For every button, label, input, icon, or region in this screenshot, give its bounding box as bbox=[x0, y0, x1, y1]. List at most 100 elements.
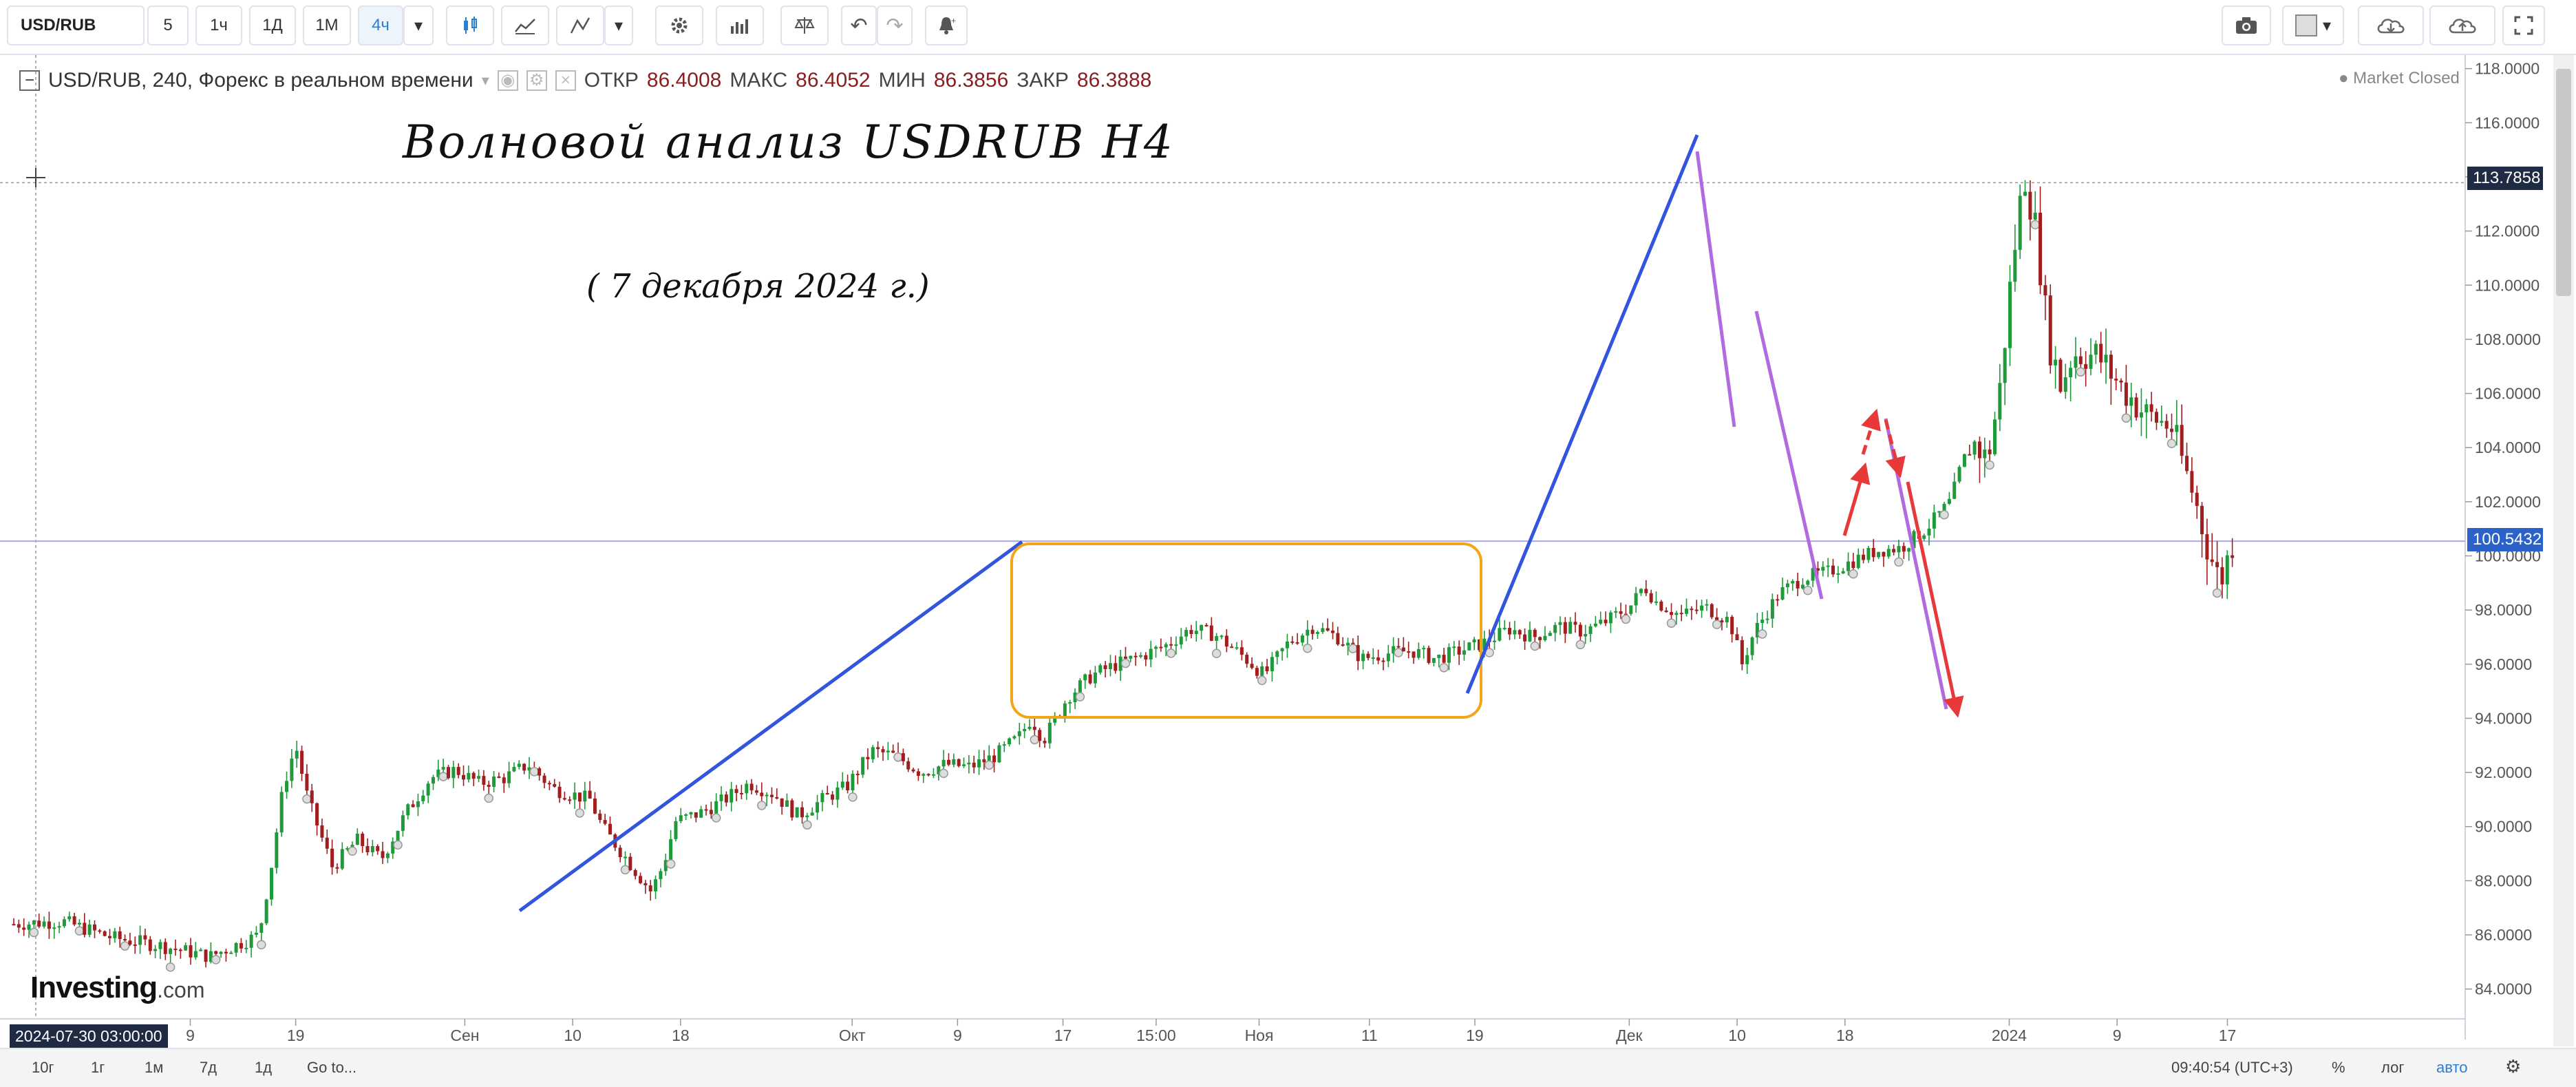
y-tick-label: 98.0000 bbox=[2475, 601, 2532, 619]
candle-body bbox=[1260, 666, 1264, 676]
x-tick-label: 2024 bbox=[1992, 1026, 2027, 1044]
close-small-icon[interactable]: × bbox=[555, 70, 576, 91]
percent-toggle[interactable]: % bbox=[2332, 1059, 2345, 1076]
x-tick-label: 9 bbox=[953, 1026, 962, 1044]
candle-body bbox=[659, 871, 663, 880]
settings-small-icon[interactable]: ⚙ bbox=[526, 70, 547, 91]
candle-body bbox=[249, 934, 253, 948]
range-7d[interactable]: 7д bbox=[200, 1059, 217, 1076]
candle-body bbox=[2104, 355, 2108, 363]
vertical-scrollbar[interactable] bbox=[2553, 55, 2574, 1046]
settings-button[interactable] bbox=[655, 6, 703, 45]
candle-body bbox=[2043, 285, 2047, 296]
candle-body bbox=[1073, 692, 1077, 703]
range-10y[interactable]: 10г bbox=[32, 1059, 54, 1076]
candle-body bbox=[2074, 356, 2078, 368]
candle-body bbox=[2185, 456, 2189, 472]
candle-body bbox=[1250, 664, 1254, 668]
scrollbar-thumb[interactable] bbox=[2556, 69, 2571, 296]
interval-1h[interactable]: 1ч bbox=[195, 6, 242, 45]
auto-toggle[interactable]: авто bbox=[2436, 1059, 2468, 1076]
candle-body bbox=[2169, 428, 2173, 432]
candle-body bbox=[2084, 363, 2088, 369]
cloud-download-button[interactable] bbox=[2358, 6, 2424, 45]
candle-body bbox=[795, 807, 799, 818]
candle-body bbox=[527, 767, 531, 771]
color-picker-button[interactable]: ▾ bbox=[2282, 6, 2344, 45]
event-marker bbox=[393, 840, 403, 850]
range-1m[interactable]: 1м bbox=[145, 1059, 164, 1076]
crosshair-icon bbox=[26, 168, 45, 187]
candle-body bbox=[1755, 622, 1759, 637]
candle-body bbox=[2039, 212, 2043, 286]
candle-body bbox=[553, 783, 557, 787]
candle-body bbox=[1230, 646, 1234, 648]
event-marker bbox=[120, 941, 130, 951]
candle-body bbox=[1644, 589, 1648, 593]
candle-body bbox=[310, 790, 314, 803]
candle-body bbox=[1108, 663, 1112, 669]
candle-body bbox=[987, 755, 991, 763]
candle-body bbox=[1502, 628, 1507, 630]
log-toggle[interactable]: лог bbox=[2381, 1059, 2405, 1076]
candle-body bbox=[1316, 632, 1320, 634]
range-1d[interactable]: 1д bbox=[255, 1059, 273, 1076]
candle-body bbox=[224, 951, 228, 953]
alert-button[interactable]: + bbox=[925, 6, 968, 45]
candle-body bbox=[37, 920, 41, 927]
candle-body bbox=[1685, 609, 1689, 614]
candle-body bbox=[643, 883, 648, 886]
candle-body bbox=[855, 774, 860, 776]
fullscreen-button[interactable] bbox=[2502, 6, 2545, 45]
candles-button[interactable] bbox=[446, 6, 494, 45]
screenshot-button[interactable] bbox=[2222, 6, 2271, 45]
open-value: 86.4008 bbox=[646, 69, 722, 92]
candle-body bbox=[957, 759, 961, 766]
gear-icon[interactable]: ⚙ bbox=[2505, 1056, 2522, 1077]
candle-body bbox=[219, 951, 223, 954]
candle-body bbox=[1017, 731, 1021, 737]
y-tick-label: 96.0000 bbox=[2475, 655, 2532, 673]
interval-dropdown[interactable]: ▾ bbox=[403, 6, 434, 45]
candle-body bbox=[1280, 648, 1284, 652]
area-chart-button[interactable] bbox=[501, 6, 549, 45]
indicators-button[interactable] bbox=[556, 6, 604, 45]
candle-body bbox=[825, 793, 829, 795]
candle-body bbox=[1957, 467, 1961, 482]
event-marker bbox=[1120, 658, 1131, 668]
y-tick-label: 94.0000 bbox=[2475, 709, 2532, 727]
cloud-upload-button[interactable] bbox=[2429, 6, 2495, 45]
interval-5[interactable]: 5 bbox=[147, 6, 189, 45]
candle-body bbox=[1437, 655, 1441, 658]
candle-body bbox=[350, 845, 354, 849]
candle-body bbox=[32, 920, 36, 925]
candle-body bbox=[835, 787, 840, 800]
undo-button[interactable]: ↶ bbox=[841, 6, 877, 45]
eye-icon[interactable]: ◉ bbox=[497, 70, 518, 91]
range-1y[interactable]: 1г bbox=[91, 1059, 105, 1076]
event-marker bbox=[984, 760, 994, 770]
high-value: 86.4052 bbox=[796, 69, 871, 92]
collapse-legend-icon[interactable]: − bbox=[19, 70, 40, 91]
x-tick-label: 17 bbox=[1054, 1026, 1072, 1044]
interval-4h[interactable]: 4ч bbox=[358, 6, 403, 45]
legend-dropdown-icon[interactable]: ▾ bbox=[481, 72, 489, 89]
y-tick-label: 116.0000 bbox=[2475, 114, 2540, 131]
interval-1m[interactable]: 1М bbox=[303, 6, 351, 45]
interval-1d[interactable]: 1Д bbox=[249, 6, 296, 45]
candle-body bbox=[1654, 601, 1658, 603]
candle-body bbox=[1331, 631, 1335, 633]
candle-body bbox=[62, 919, 66, 927]
candle-body bbox=[1730, 617, 1734, 635]
goto-button[interactable]: Go to... bbox=[307, 1059, 357, 1076]
scales-button[interactable] bbox=[780, 6, 829, 45]
fullscreen-icon bbox=[2514, 16, 2533, 35]
bar-chart-button[interactable] bbox=[716, 6, 764, 45]
candle-body bbox=[209, 951, 213, 962]
symbol-input[interactable]: USD/RUB bbox=[7, 6, 145, 45]
indicators-dropdown[interactable]: ▾ bbox=[604, 6, 633, 45]
redo-button[interactable]: ↷ bbox=[877, 6, 913, 45]
candle-body bbox=[1194, 631, 1198, 635]
candle-body bbox=[173, 949, 178, 951]
